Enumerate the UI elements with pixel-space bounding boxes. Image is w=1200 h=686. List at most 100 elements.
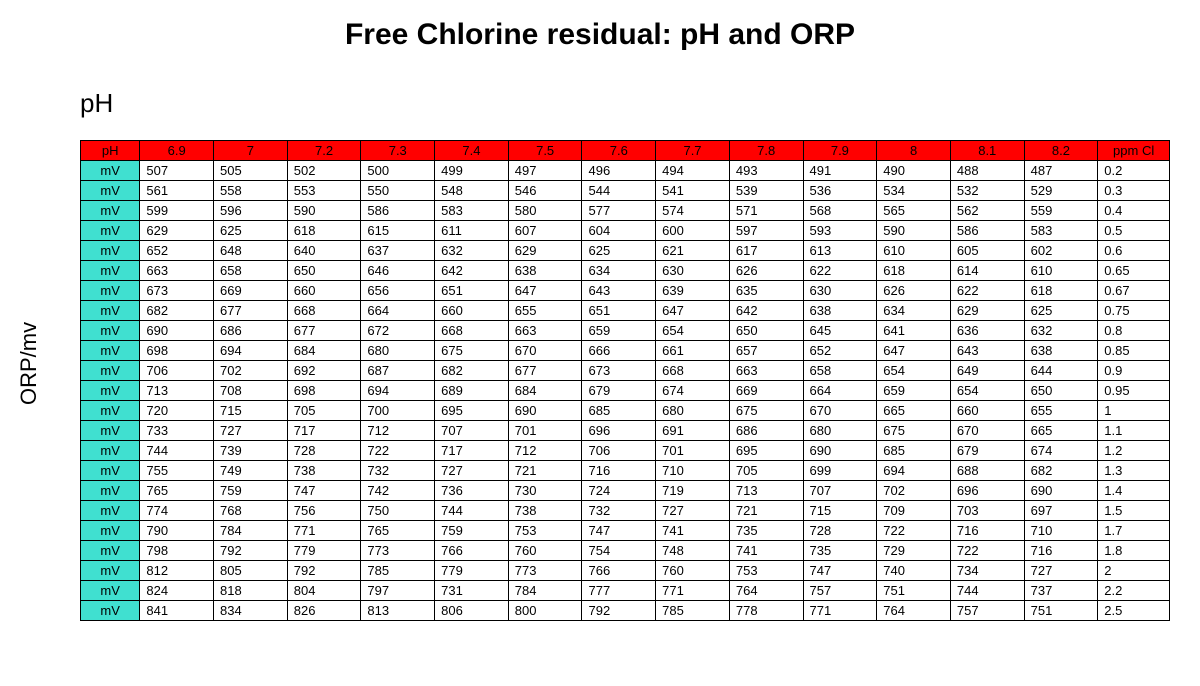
data-cell: 716 — [1024, 541, 1098, 561]
data-cell: 642 — [729, 301, 803, 321]
data-table: pH6.977.27.37.47.57.67.77.87.988.18.2ppm… — [80, 140, 1170, 621]
data-cell: 666 — [582, 341, 656, 361]
data-cell: 733 — [140, 421, 214, 441]
table-row: mV69869468468067567066666165765264764363… — [81, 341, 1170, 361]
data-cell: 724 — [582, 481, 656, 501]
ppm-cell: 0.67 — [1098, 281, 1170, 301]
row-label: mV — [81, 261, 140, 281]
data-cell: 643 — [950, 341, 1024, 361]
table-row: mV82481880479773178477777176475775174473… — [81, 581, 1170, 601]
data-cell: 590 — [287, 201, 361, 221]
data-cell: 604 — [582, 221, 656, 241]
data-cell: 708 — [214, 381, 288, 401]
data-cell: 756 — [287, 501, 361, 521]
data-cell: 697 — [1024, 501, 1098, 521]
data-cell: 690 — [140, 321, 214, 341]
data-cell: 634 — [582, 261, 656, 281]
data-cell: 766 — [435, 541, 509, 561]
data-cell: 534 — [877, 181, 951, 201]
data-cell: 764 — [729, 581, 803, 601]
table-header-row: pH6.977.27.37.47.57.67.77.87.988.18.2ppm… — [81, 141, 1170, 161]
data-cell: 597 — [729, 221, 803, 241]
data-cell: 735 — [803, 541, 877, 561]
header-ph-9: 7.9 — [803, 141, 877, 161]
data-cell: 737 — [1024, 581, 1098, 601]
data-cell: 682 — [1024, 461, 1098, 481]
ppm-cell: 2 — [1098, 561, 1170, 581]
data-cell: 650 — [729, 321, 803, 341]
data-cell: 574 — [656, 201, 730, 221]
row-label: mV — [81, 581, 140, 601]
data-cell: 558 — [214, 181, 288, 201]
data-cell: 774 — [140, 501, 214, 521]
data-cell: 717 — [435, 441, 509, 461]
row-label: mV — [81, 361, 140, 381]
data-cell: 696 — [582, 421, 656, 441]
ppm-cell: 0.5 — [1098, 221, 1170, 241]
data-cell: 771 — [656, 581, 730, 601]
data-cell: 701 — [656, 441, 730, 461]
data-cell: 707 — [435, 421, 509, 441]
data-cell: 642 — [435, 261, 509, 281]
row-label: mV — [81, 401, 140, 421]
data-cell: 730 — [508, 481, 582, 501]
header-ph-10: 8 — [877, 141, 951, 161]
row-label: mV — [81, 561, 140, 581]
data-cell: 654 — [950, 381, 1024, 401]
data-cell: 771 — [803, 601, 877, 621]
data-cell: 625 — [214, 221, 288, 241]
row-label: mV — [81, 341, 140, 361]
data-cell: 765 — [140, 481, 214, 501]
data-cell: 669 — [729, 381, 803, 401]
row-label: mV — [81, 161, 140, 181]
data-cell: 760 — [656, 561, 730, 581]
data-cell: 499 — [435, 161, 509, 181]
data-cell: 487 — [1024, 161, 1098, 181]
data-cell: 614 — [950, 261, 1024, 281]
data-cell: 562 — [950, 201, 1024, 221]
data-cell: 749 — [214, 461, 288, 481]
data-cell: 785 — [656, 601, 730, 621]
ppm-cell: 1.5 — [1098, 501, 1170, 521]
data-cell: 568 — [803, 201, 877, 221]
data-cell: 748 — [656, 541, 730, 561]
ppm-cell: 0.9 — [1098, 361, 1170, 381]
data-cell: 721 — [508, 461, 582, 481]
data-cell: 740 — [877, 561, 951, 581]
data-cell: 732 — [582, 501, 656, 521]
data-cell: 778 — [729, 601, 803, 621]
data-cell: 680 — [656, 401, 730, 421]
data-cell: 744 — [435, 501, 509, 521]
data-cell: 695 — [435, 401, 509, 421]
ppm-cell: 1.2 — [1098, 441, 1170, 461]
data-cell: 690 — [508, 401, 582, 421]
data-cell: 753 — [508, 521, 582, 541]
data-cell: 692 — [287, 361, 361, 381]
data-cell: 804 — [287, 581, 361, 601]
data-table-container: pH6.977.27.37.47.57.67.77.87.988.18.2ppm… — [80, 140, 1170, 621]
data-cell: 583 — [1024, 221, 1098, 241]
data-cell: 722 — [361, 441, 435, 461]
data-cell: 488 — [950, 161, 1024, 181]
table-row: mV74473972872271771270670169569068567967… — [81, 441, 1170, 461]
data-cell: 691 — [656, 421, 730, 441]
data-cell: 685 — [877, 441, 951, 461]
data-cell: 664 — [803, 381, 877, 401]
data-cell: 706 — [582, 441, 656, 461]
header-ph-8: 7.8 — [729, 141, 803, 161]
data-cell: 593 — [803, 221, 877, 241]
data-cell: 751 — [1024, 601, 1098, 621]
ppm-cell: 2.5 — [1098, 601, 1170, 621]
row-label: mV — [81, 221, 140, 241]
data-cell: 736 — [435, 481, 509, 501]
data-cell: 792 — [582, 601, 656, 621]
data-cell: 658 — [214, 261, 288, 281]
data-cell: 747 — [582, 521, 656, 541]
header-ph-2: 7.2 — [287, 141, 361, 161]
data-cell: 647 — [508, 281, 582, 301]
data-cell: 712 — [361, 421, 435, 441]
data-cell: 841 — [140, 601, 214, 621]
row-label: mV — [81, 321, 140, 341]
row-label: mV — [81, 601, 140, 621]
data-cell: 629 — [950, 301, 1024, 321]
